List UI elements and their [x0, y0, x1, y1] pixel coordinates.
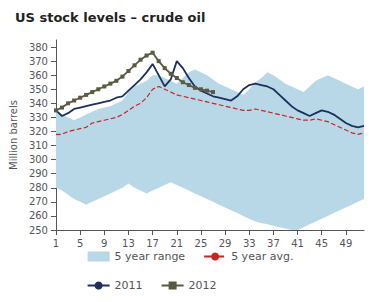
svg-text:260: 260 [29, 210, 48, 221]
svg-text:310: 310 [29, 140, 48, 151]
svg-text:21: 21 [170, 238, 183, 249]
svg-text:29: 29 [219, 238, 232, 249]
svg-text:17: 17 [146, 238, 159, 249]
svg-text:37: 37 [267, 238, 280, 249]
svg-text:13: 13 [122, 238, 135, 249]
svg-text:1: 1 [53, 238, 59, 249]
svg-text:US stock levels – crude oil: US stock levels – crude oil [15, 10, 205, 25]
svg-text:350: 350 [29, 84, 48, 95]
svg-text:380: 380 [29, 42, 48, 53]
svg-text:250: 250 [29, 225, 48, 236]
svg-text:2011: 2011 [115, 279, 143, 292]
svg-text:45: 45 [315, 238, 328, 249]
svg-text:9: 9 [101, 238, 107, 249]
svg-text:Million barrels: Million barrels [8, 100, 19, 170]
svg-text:290: 290 [29, 168, 48, 179]
svg-text:25: 25 [195, 238, 208, 249]
svg-text:5 year avg.: 5 year avg. [231, 250, 293, 263]
svg-text:270: 270 [29, 196, 48, 207]
svg-text:280: 280 [29, 182, 48, 193]
svg-text:360: 360 [29, 70, 48, 81]
svg-text:330: 330 [29, 112, 48, 123]
svg-text:49: 49 [340, 238, 353, 249]
svg-text:300: 300 [29, 154, 48, 165]
svg-text:5: 5 [77, 238, 83, 249]
svg-text:320: 320 [29, 126, 48, 137]
svg-text:5 year range: 5 year range [115, 250, 186, 263]
svg-text:340: 340 [29, 98, 48, 109]
svg-text:370: 370 [29, 56, 48, 67]
svg-text:2012: 2012 [189, 279, 217, 292]
svg-text:41: 41 [291, 238, 304, 249]
svg-text:33: 33 [243, 238, 256, 249]
